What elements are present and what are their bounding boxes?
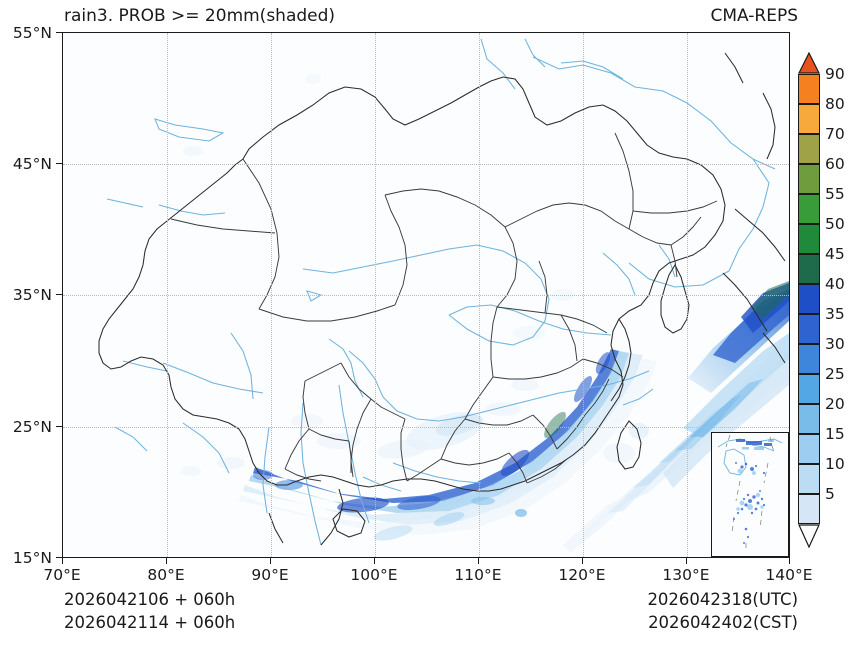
- colorbar-band-15-20: [798, 434, 820, 464]
- xtick-label-130: 130°E: [662, 566, 710, 584]
- precip-interior: [181, 74, 649, 476]
- colorbar-label-60: 60: [825, 155, 845, 173]
- xtick-label-80: 80°E: [147, 566, 185, 584]
- footer-init-cst: 2026042114 + 060h: [64, 613, 236, 632]
- chart-title: rain3. PROB >= 20mm(shaded): [64, 6, 336, 26]
- map-axes: No: GS (2019) 1786: [62, 32, 790, 558]
- colorbar-label-70: 70: [825, 125, 845, 143]
- ytick-label-15: 15°N: [12, 549, 52, 567]
- xtick-140: [789, 558, 791, 564]
- colorbar-label-50: 50: [825, 215, 845, 233]
- xtick-label-100: 100°E: [350, 566, 398, 584]
- colorbar-band-40-45: [798, 284, 820, 314]
- ytick-label-55: 55°N: [12, 24, 52, 42]
- xtick-100: [374, 558, 376, 564]
- colorbar-label-80: 80: [825, 95, 845, 113]
- colorbar: 90 80 70 60 55 50 45 40 35 30 25 20 15 1…: [798, 52, 858, 557]
- south-china-sea-inset: [711, 432, 789, 557]
- xtick-label-140: 140°E: [765, 566, 813, 584]
- map-graphics: [98, 38, 789, 553]
- colorbar-label-30: 30: [825, 335, 845, 353]
- ytick-55: [56, 32, 62, 34]
- colorbar-under-arrow: [798, 524, 820, 548]
- colorbar-label-90: 90: [825, 65, 845, 83]
- colorbar-label-25: 25: [825, 365, 845, 383]
- colorbar-band-90plus: [798, 74, 820, 104]
- xtick-label-110: 110°E: [454, 566, 502, 584]
- xtick-110: [478, 558, 480, 564]
- colorbar-label-20: 20: [825, 395, 845, 413]
- footer-init-utc: 2026042106 + 060h: [64, 590, 236, 609]
- colorbar-label-5: 5: [825, 485, 835, 503]
- ytick-label-25: 25°N: [12, 418, 52, 436]
- colorbar-band-10-15: [798, 464, 820, 494]
- ytick-label-35: 35°N: [12, 286, 52, 304]
- colorbar-band-80-90: [798, 104, 820, 134]
- province-boundaries: [170, 132, 718, 484]
- gridline-lat-35: [63, 295, 789, 296]
- precip-south-china-coast: [239, 349, 657, 541]
- xtick-label-70: 70°E: [43, 566, 81, 584]
- colorbar-label-10: 10: [825, 455, 845, 473]
- colorbar-band-70-80: [798, 134, 820, 164]
- colorbar-band-60-70: [798, 164, 820, 194]
- xtick-label-120: 120°E: [558, 566, 606, 584]
- gridline-lat-45: [63, 164, 789, 165]
- colorbar-label-45: 45: [825, 245, 845, 263]
- footer-valid-utc: 2026042318(UTC): [647, 590, 798, 609]
- colorbar-label-15: 15: [825, 425, 845, 443]
- ytick-45: [56, 163, 62, 165]
- gridline-lat-25: [63, 427, 789, 428]
- colorbar-band-45-50: [798, 254, 820, 284]
- ytick-35: [56, 294, 62, 296]
- colorbar-label-35: 35: [825, 305, 845, 323]
- colorbar-band-5-10: [798, 494, 820, 524]
- colorbar-band-25-30: [798, 374, 820, 404]
- colorbar-over-arrow: [798, 52, 820, 74]
- xtick-label-90: 90°E: [251, 566, 289, 584]
- ytick-15: [56, 557, 62, 559]
- model-label: CMA-REPS: [710, 6, 798, 26]
- colorbar-label-40: 40: [825, 275, 845, 293]
- xtick-120: [582, 558, 584, 564]
- colorbar-band-55-60: [798, 194, 820, 224]
- xtick-130: [686, 558, 688, 564]
- colorbar-band-30-35: [798, 344, 820, 374]
- xtick-70: [62, 558, 64, 564]
- footer-valid-cst: 2026042402(CST): [648, 613, 798, 632]
- inset-graphics: [717, 434, 783, 551]
- precip-pacific-band: [563, 281, 789, 553]
- map-clip: [63, 33, 789, 557]
- colorbar-band-20-25: [798, 404, 820, 434]
- colorbar-band-35-40: [798, 314, 820, 344]
- colorbar-band-50-55: [798, 224, 820, 254]
- xtick-80: [166, 558, 168, 564]
- rivers-layer: [106, 38, 776, 546]
- ytick-label-45: 45°N: [12, 155, 52, 173]
- colorbar-label-55: 55: [825, 185, 845, 203]
- xtick-90: [270, 558, 272, 564]
- ytick-25: [56, 426, 62, 428]
- coastline-layer: [98, 52, 786, 546]
